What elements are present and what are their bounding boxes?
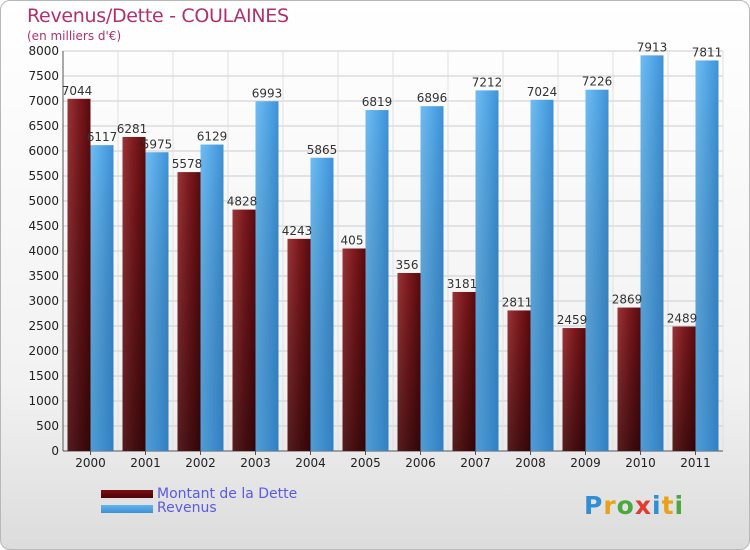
data-label-revenue: 7913 — [637, 40, 668, 54]
data-label-debt: 4243 — [282, 224, 313, 238]
bar-debt-shade — [342, 248, 366, 451]
bar-revenue-shade — [90, 145, 114, 451]
x-tick-label: 2010 — [625, 456, 656, 470]
y-tick-label: 2000 — [28, 344, 59, 358]
data-label-debt: 2869 — [612, 293, 643, 307]
bar-revenue-shade — [310, 157, 334, 451]
x-tick-label: 2007 — [460, 456, 491, 470]
bar-debt-shade — [452, 291, 476, 451]
chart-subtitle: (en milliers d'€) — [27, 29, 122, 43]
data-label-debt: 4828 — [227, 195, 258, 209]
data-label-revenue: 6117 — [87, 130, 118, 144]
legend-swatch-debt — [101, 490, 153, 498]
y-tick-label: 6000 — [28, 144, 59, 158]
x-tick-label: 2006 — [405, 456, 436, 470]
y-tick-label: 3500 — [28, 269, 59, 283]
bar-revenue-shade — [695, 60, 719, 451]
y-tick-label: 6500 — [28, 119, 59, 133]
bar-debt-shade — [232, 209, 256, 451]
y-tick-label: 5500 — [28, 169, 59, 183]
x-tick-label: 2005 — [350, 456, 381, 470]
y-tick-label: 7000 — [28, 94, 59, 108]
data-label-debt: 2489 — [667, 312, 698, 326]
bar-revenue-shade — [365, 110, 389, 452]
bar-revenue-shade — [585, 89, 609, 451]
legend-label-revenue: Revenus — [157, 500, 217, 516]
bar-revenue-shade — [255, 101, 279, 451]
data-label-revenue: 6896 — [417, 91, 448, 105]
bar-debt-shade — [562, 328, 586, 451]
y-tick-label: 2500 — [28, 319, 59, 333]
y-tick-label: 4000 — [28, 244, 59, 258]
bar-revenue-shade — [420, 106, 444, 451]
data-label-debt: 5578 — [172, 157, 203, 171]
bar-revenue-shade — [200, 144, 224, 452]
data-label-debt: 6281 — [117, 122, 148, 136]
data-label-revenue: 5865 — [307, 143, 338, 157]
data-label-revenue: 6129 — [197, 130, 228, 144]
y-tick-label: 1500 — [28, 369, 59, 383]
x-tick-label: 2001 — [130, 456, 161, 470]
bar-debt-shade — [67, 98, 91, 452]
y-tick-label: 3000 — [28, 294, 59, 308]
y-tick-label: 7500 — [28, 69, 59, 83]
bar-debt-shade — [122, 136, 146, 451]
x-tick-label: 2004 — [295, 456, 326, 470]
data-label-revenue: 5975 — [142, 137, 173, 151]
y-tick-label: 8000 — [28, 44, 59, 58]
bar-debt-shade — [177, 172, 201, 451]
x-tick-label: 2002 — [185, 456, 216, 470]
y-tick-label: 0 — [51, 444, 59, 458]
data-label-debt: 405 — [341, 234, 364, 248]
chart-title: Revenus/Dette - COULAINES — [27, 5, 289, 27]
data-label-debt: 3181 — [447, 277, 478, 291]
x-tick-label: 2011 — [680, 456, 711, 470]
legend-label-debt: Montant de la Dette — [157, 486, 298, 502]
y-tick-label: 4500 — [28, 219, 59, 233]
data-label-revenue: 7212 — [472, 75, 503, 89]
data-label-debt: 2811 — [502, 295, 533, 309]
legend-swatch-revenue — [101, 505, 153, 513]
bar-debt-shade — [507, 310, 531, 451]
data-label-revenue: 6993 — [252, 86, 283, 100]
data-label-debt: 7044 — [62, 84, 93, 98]
y-tick-label: 5000 — [28, 194, 59, 208]
x-tick-label: 2008 — [515, 456, 546, 470]
proxiti-logo: Proxiti — [584, 491, 685, 520]
x-tick-label: 2000 — [75, 456, 106, 470]
bar-debt-shade — [287, 238, 311, 451]
bar-debt-shade — [672, 326, 696, 451]
bar-revenue-shade — [530, 99, 554, 452]
data-label-debt: 2459 — [557, 313, 588, 327]
data-label-revenue: 7024 — [527, 85, 558, 99]
y-tick-label: 1000 — [28, 394, 59, 408]
data-label-revenue: 7811 — [692, 45, 723, 59]
bar-revenue-shade — [475, 90, 499, 452]
data-label-debt: 356 — [396, 258, 419, 272]
x-tick-label: 2009 — [570, 456, 601, 470]
bar-debt-shade — [617, 307, 641, 451]
y-tick-label: 500 — [36, 419, 59, 433]
data-label-revenue: 7226 — [582, 75, 613, 89]
x-tick-label: 2003 — [240, 456, 271, 470]
data-label-revenue: 6819 — [362, 95, 393, 109]
bar-debt-shade — [397, 273, 421, 451]
bar-revenue-shade — [145, 152, 169, 451]
bar-revenue-shade — [640, 55, 664, 451]
